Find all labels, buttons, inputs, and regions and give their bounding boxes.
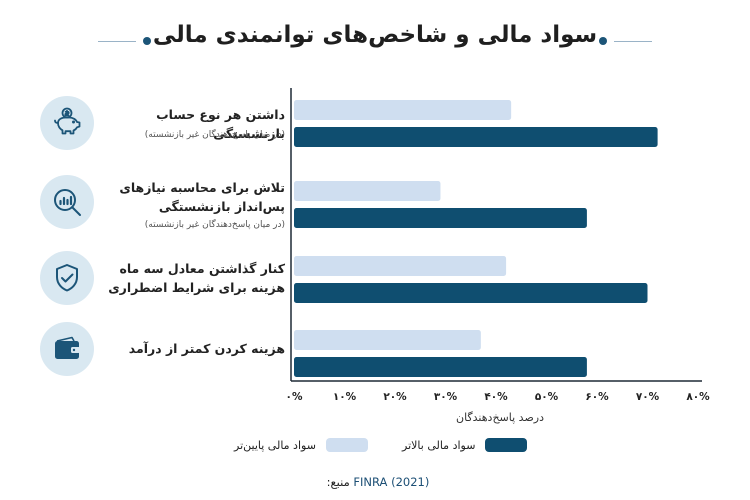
legend-label-higher: سواد مالی بالاتر — [402, 438, 476, 452]
category-4-line1: هزینه کردن کمتر از درآمد — [128, 341, 285, 356]
x-axis-label: درصد پاسخ‌دهندگان — [455, 411, 544, 424]
category-1-line1: داشتن هر نوع حساب بازنشستگی — [156, 107, 285, 141]
x-tick-label: ۵۰% — [535, 391, 559, 403]
bar-lower-1 — [294, 100, 512, 120]
bar-higher-4 — [294, 357, 587, 377]
bar-higher-3 — [294, 283, 648, 303]
x-tick-label: ۳۰% — [434, 391, 458, 403]
category-3-line2: هزینه برای شرایط اضطراری — [108, 280, 285, 295]
bar-chart: ۰% ۱۰% ۲۰% ۳۰% ۴۰% ۵۰% ۶۰% ۷۰% ۸۰% — [286, 88, 710, 403]
source-value: FINRA (2021) — [353, 475, 430, 489]
category-label-4: هزینه کردن کمتر از درآمد — [95, 339, 285, 358]
bar-lower-4 — [294, 330, 481, 350]
legend-swatch-lower — [325, 438, 368, 452]
bar-higher-2 — [294, 208, 587, 228]
category-label-2: تلاش برای محاسبه نیازهای پس‌انداز بازنشس… — [95, 178, 285, 216]
chart-title: سواد مالی و شاخص‌های توانمندی مالی — [152, 22, 598, 48]
bar-lower-2 — [294, 181, 441, 201]
x-tick-label: ۲۰% — [383, 391, 407, 403]
category-2-note: (در میان پاسخ‌دهندگان غیر بازنشسته) — [144, 220, 285, 230]
x-tick-label: ۷۰% — [636, 391, 660, 403]
category-2-line2: پس‌انداز بازنشستگی — [158, 199, 285, 214]
category-2-line1: تلاش برای محاسبه نیازهای — [119, 180, 285, 195]
legend-item-lower: سواد مالی پایین‌تر — [234, 437, 368, 453]
category-1-note: (در میان پاسخ‌دهندگان غیر بازنشسته) — [144, 130, 285, 140]
wallet-icon — [40, 322, 94, 376]
bar-higher-1 — [294, 127, 658, 147]
x-tick-label: ۱۰% — [333, 391, 357, 403]
legend-label-lower: سواد مالی پایین‌تر — [234, 438, 316, 452]
title-decoration-left-dot — [143, 37, 151, 45]
bar-lower-3 — [294, 256, 507, 276]
piggy-bank-icon — [40, 96, 94, 150]
title-decoration-right-line — [614, 41, 652, 42]
title-decoration-left-line — [98, 41, 136, 42]
category-label-3: کنار گذاشتن معادل سه ماه هزینه برای شرای… — [95, 259, 285, 297]
x-tick-label: ۸۰% — [686, 391, 710, 403]
magnifier-chart-icon — [40, 175, 94, 229]
x-tick-label: ۶۰% — [585, 391, 609, 403]
x-tick-label: ۴۰% — [484, 391, 508, 403]
source-label: منبع: — [326, 475, 350, 489]
shield-check-icon — [40, 251, 94, 305]
legend-item-higher: سواد مالی بالاتر — [402, 437, 528, 453]
x-tick-label: ۰% — [286, 391, 303, 403]
legend-swatch-higher — [485, 438, 528, 452]
category-3-line1: کنار گذاشتن معادل سه ماه — [119, 261, 285, 276]
source-note: منبع: FINRA (2021) — [0, 475, 750, 489]
title-decoration-right-dot — [599, 37, 607, 45]
category-label-1: داشتن هر نوع حساب بازنشستگی — [95, 105, 285, 143]
